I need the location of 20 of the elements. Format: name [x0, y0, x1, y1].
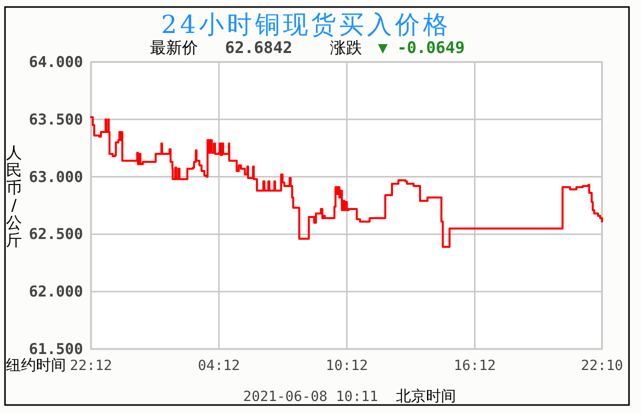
text: 2021-06-08 10:11	[243, 389, 378, 405]
text: 涨跌	[330, 38, 362, 57]
text: ▼ -0.0649	[378, 38, 465, 57]
text: 最新价	[150, 38, 198, 57]
x-tick-label: 22:10	[580, 358, 624, 374]
y-tick-label: 62.500	[28, 225, 83, 244]
x-tick-label: 16:12	[454, 358, 496, 374]
x-tick-label: 10:12	[326, 358, 368, 374]
y-axis-title: 人民币/公斤	[6, 143, 22, 250]
text: 北京时间	[396, 387, 456, 405]
x-tick-label: 22:12	[70, 358, 112, 374]
y-tick-label: 64.000	[28, 53, 83, 71]
x-axis-title: 纽约时间	[6, 356, 66, 374]
y-tick-label: 61.500	[28, 340, 83, 358]
text: 62.6842	[225, 38, 292, 57]
y-tick-label: 63.500	[28, 110, 83, 128]
y-tick-label: 62.000	[28, 282, 83, 301]
x-tick-label: 04:12	[198, 358, 240, 374]
chart-title: 24小时铜现货买入价格	[161, 10, 451, 39]
y-tick-label: 63.000	[28, 168, 83, 186]
